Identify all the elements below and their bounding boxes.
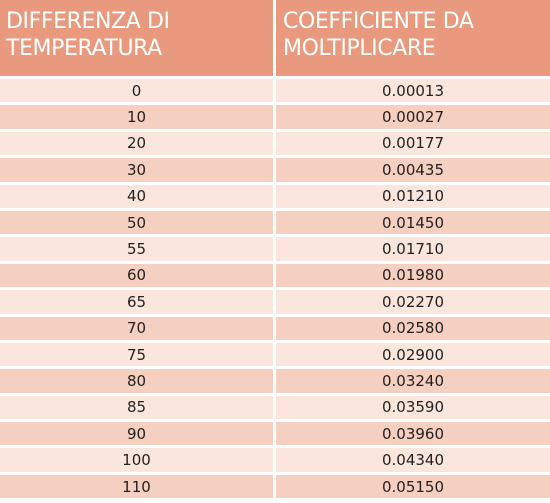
cell-coefficient: 0.01710 — [276, 237, 550, 261]
cell-coefficient: 0.04340 — [276, 448, 550, 472]
cell-coefficient: 0.01980 — [276, 263, 550, 288]
table-row: 40 0.01210 — [0, 184, 550, 208]
cell-coefficient: 0.00177 — [276, 131, 550, 156]
cell-temperature-difference: 100 — [0, 448, 273, 472]
cell-coefficient: 0.03960 — [276, 422, 550, 446]
cell-temperature-difference: 70 — [0, 316, 273, 340]
table-row: 80 0.03240 — [0, 369, 550, 393]
cell-coefficient: 0.03590 — [276, 395, 550, 420]
cell-coefficient: 0.00027 — [276, 105, 550, 129]
table-row: 30 0.00435 — [0, 158, 550, 182]
cell-coefficient: 0.05150 — [276, 474, 550, 499]
cell-temperature-difference: 85 — [0, 395, 273, 420]
table-row: 20 0.00177 — [0, 131, 550, 156]
table-header: DIFFERENZA DI TEMPERATURA COEFFICIENTE D… — [0, 0, 550, 76]
cell-coefficient: 0.03240 — [276, 369, 550, 393]
table-row: 75 0.02900 — [0, 342, 550, 367]
cell-coefficient: 0.02900 — [276, 342, 550, 367]
cell-temperature-difference: 90 — [0, 422, 273, 446]
cell-temperature-difference: 20 — [0, 131, 273, 156]
table-row: 0 0.00013 — [0, 79, 550, 103]
table-row: 110 0.05150 — [0, 474, 550, 499]
cell-temperature-difference: 65 — [0, 290, 273, 314]
cell-temperature-difference: 80 — [0, 369, 273, 393]
cell-temperature-difference: 10 — [0, 105, 273, 129]
table-row: 70 0.02580 — [0, 316, 550, 340]
table-row: 55 0.01710 — [0, 237, 550, 261]
table-body: 0 0.00013 10 0.00027 20 0.00177 30 0.00435 40 0.0… — [0, 79, 550, 499]
cell-coefficient: 0.02580 — [276, 316, 550, 340]
table-row: 90 0.03960 — [0, 422, 550, 446]
cell-temperature-difference: 55 — [0, 237, 273, 261]
header-temperature-difference: DIFFERENZA DI TEMPERATURA — [0, 0, 273, 76]
table-row: 65 0.02270 — [0, 290, 550, 314]
cell-coefficient: 0.02270 — [276, 290, 550, 314]
cell-temperature-difference: 40 — [0, 184, 273, 208]
cell-temperature-difference: 0 — [0, 79, 273, 103]
cell-temperature-difference: 60 — [0, 263, 273, 288]
table-row: 100 0.04340 — [0, 448, 550, 472]
table-row: 10 0.00027 — [0, 105, 550, 129]
cell-temperature-difference: 30 — [0, 158, 273, 182]
header-multiplication-coefficient: COEFFICIENTE DA MOLTIPLICARE — [276, 0, 550, 76]
cell-temperature-difference: 75 — [0, 342, 273, 367]
table-row: 60 0.01980 — [0, 263, 550, 288]
table-row: 85 0.03590 — [0, 395, 550, 420]
table-row: 50 0.01450 — [0, 210, 550, 235]
cell-coefficient: 0.01210 — [276, 184, 550, 208]
cell-coefficient: 0.00013 — [276, 79, 550, 103]
cell-coefficient: 0.01450 — [276, 210, 550, 235]
cell-temperature-difference: 50 — [0, 210, 273, 235]
cell-temperature-difference: 110 — [0, 474, 273, 499]
cell-coefficient: 0.00435 — [276, 158, 550, 182]
